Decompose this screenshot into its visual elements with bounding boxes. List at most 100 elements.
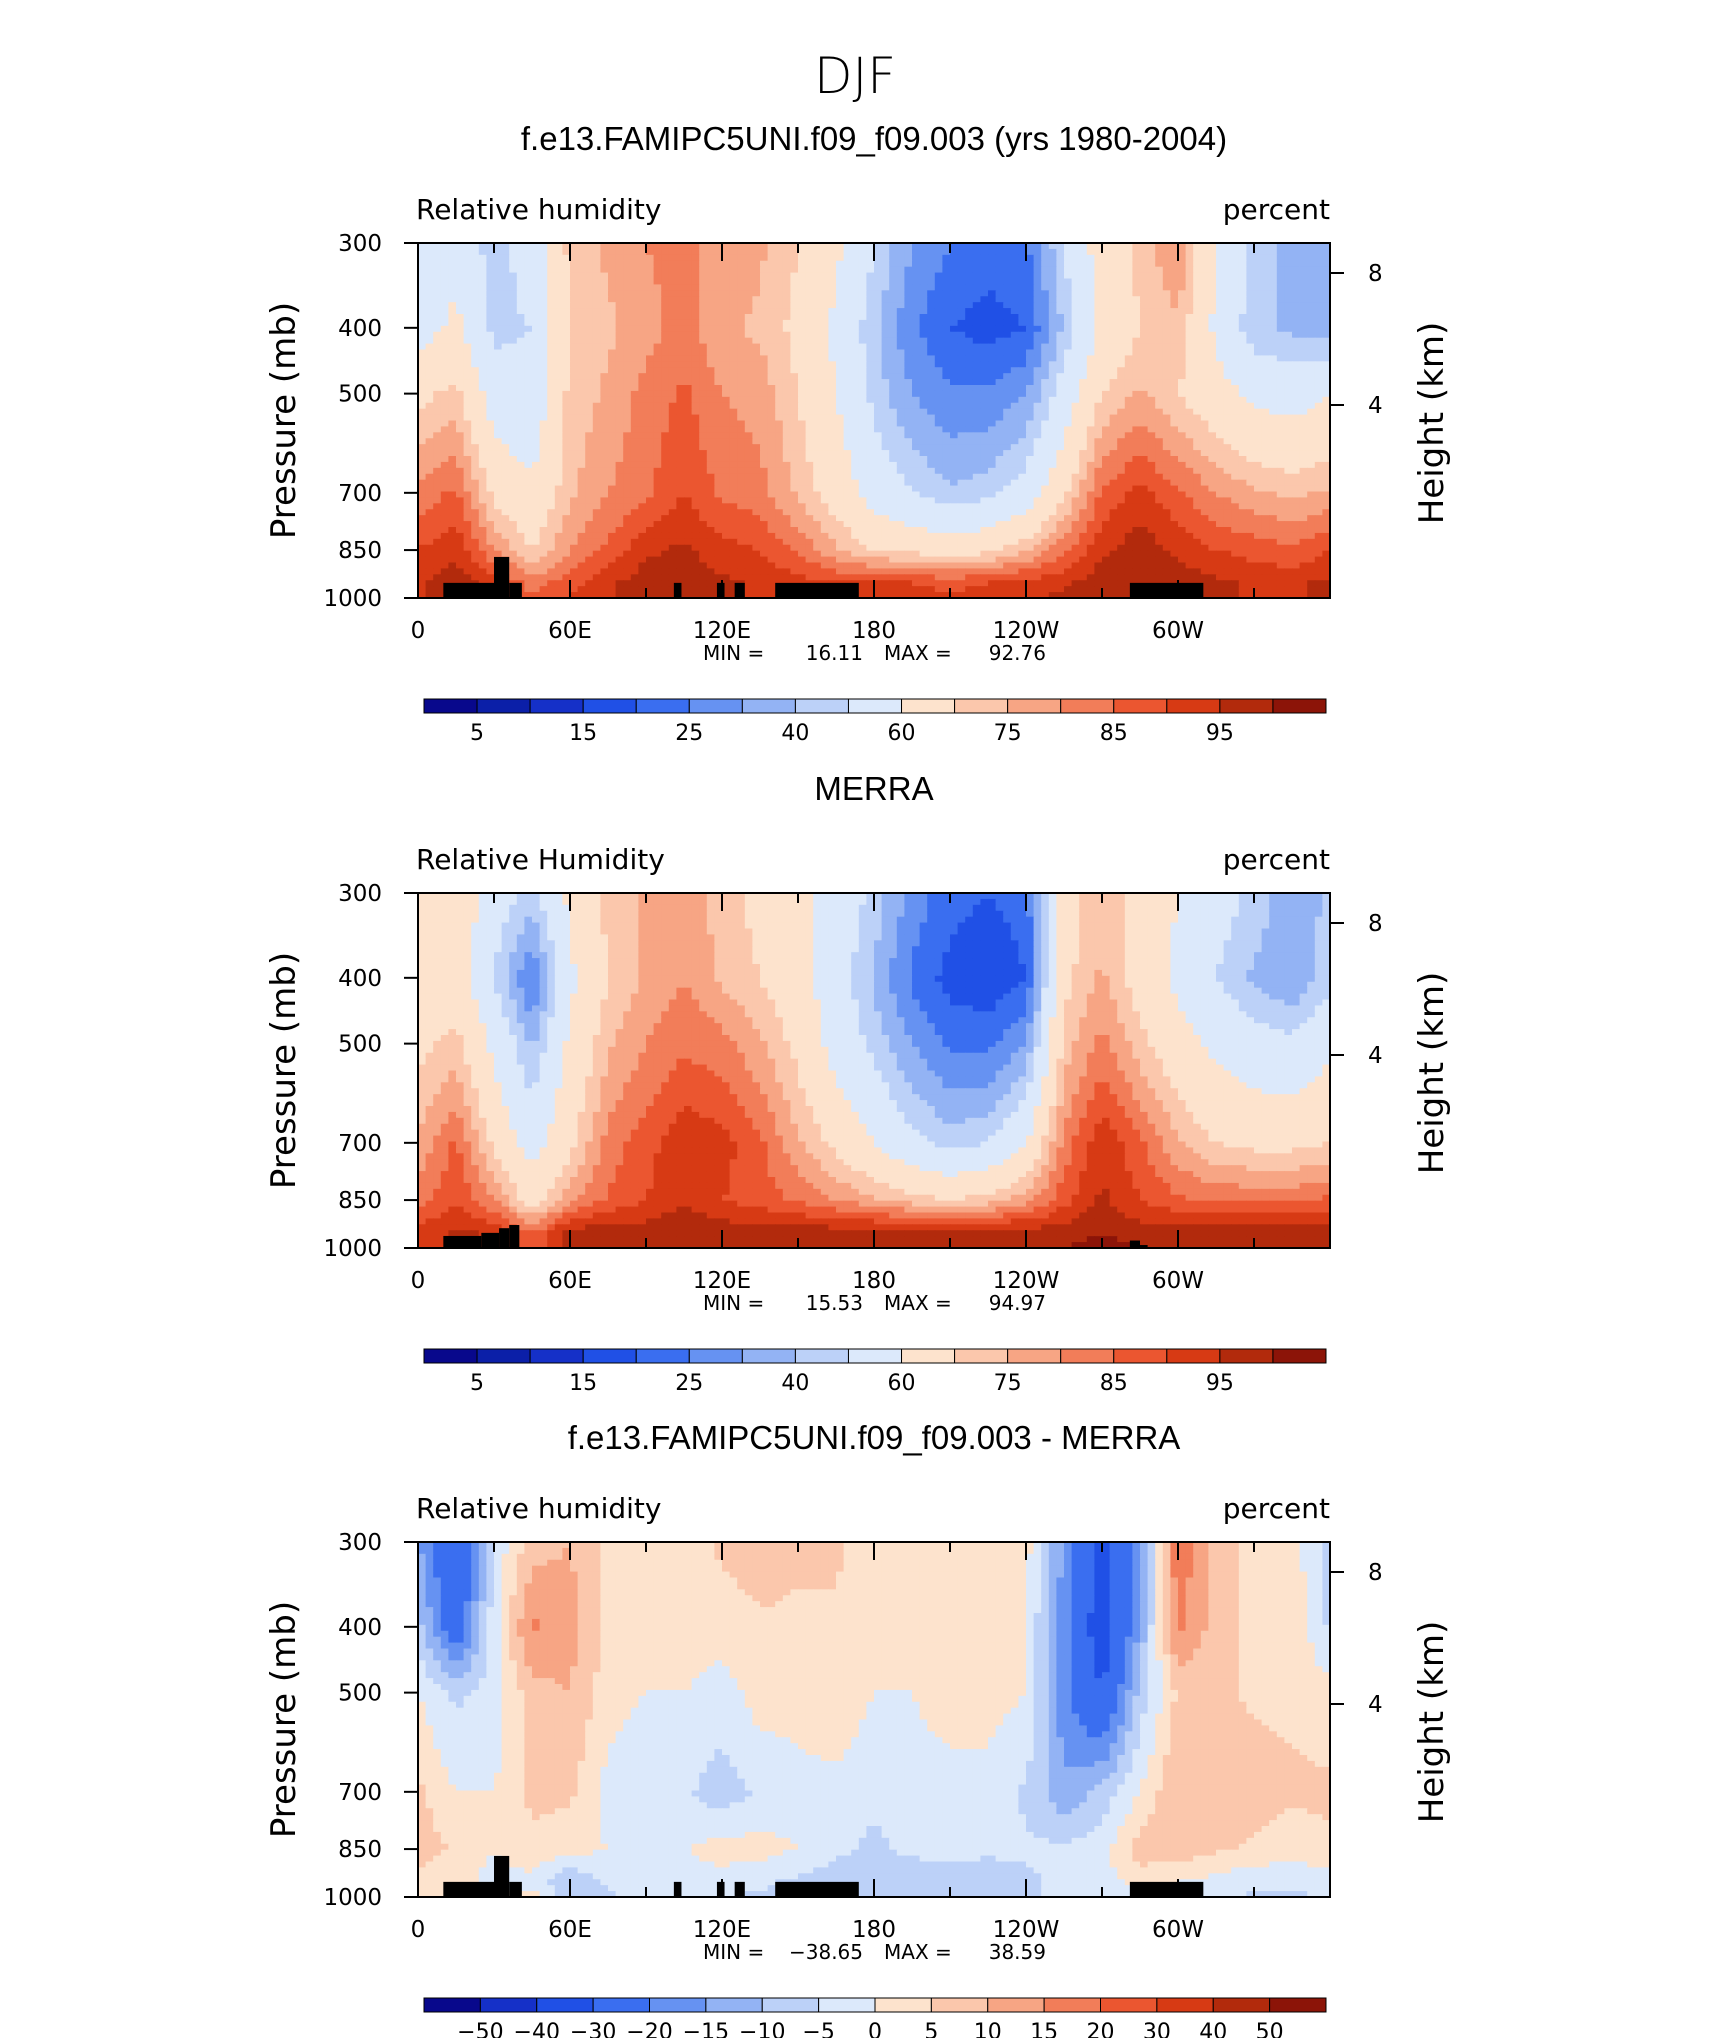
heatmap-cell xyxy=(775,248,784,256)
heatmap-cell xyxy=(1086,331,1095,339)
heatmap-cell xyxy=(874,290,883,297)
heatmap-cell xyxy=(1246,254,1255,262)
heatmap-cell xyxy=(737,444,746,451)
heatmap-cell xyxy=(896,367,905,374)
heatmap-cell xyxy=(433,414,442,422)
heatmap-cell xyxy=(1208,420,1217,428)
heatmap-cell xyxy=(1261,473,1270,481)
heatmap-cell xyxy=(1155,456,1164,463)
heatmap-cell xyxy=(486,467,495,475)
heatmap-cell xyxy=(554,444,563,451)
heatmap-cell xyxy=(456,467,465,475)
heatmap-cell xyxy=(1003,284,1012,291)
heatmap-cell xyxy=(904,485,913,493)
heatmap-cell xyxy=(1276,343,1285,351)
heatmap-cell xyxy=(1026,272,1035,280)
heatmap-cell xyxy=(737,379,746,386)
heatmap-cell xyxy=(1200,278,1209,286)
heatmap-cell xyxy=(486,308,495,315)
heatmap-cell xyxy=(950,278,959,286)
heatmap-cell xyxy=(790,331,799,339)
heatmap-cell xyxy=(1307,426,1316,433)
heatmap-cell xyxy=(790,367,799,374)
heatmap-cell xyxy=(1094,290,1103,297)
heatmap-cell xyxy=(1010,450,1019,457)
heatmap-cell xyxy=(577,373,586,380)
heatmap-cell xyxy=(752,479,761,487)
heatmap-cell xyxy=(592,396,601,404)
heatmap-cell xyxy=(592,426,601,433)
heatmap-cell xyxy=(623,266,632,274)
heatmap-cell xyxy=(1223,314,1232,321)
heatmap-cell xyxy=(676,260,685,268)
heatmap-cell xyxy=(1140,319,1149,327)
heatmap-cell xyxy=(547,444,556,451)
heatmap-cell xyxy=(904,337,913,345)
heatmap-cell xyxy=(1026,414,1035,422)
heatmap-cell xyxy=(600,349,609,357)
heatmap-cell xyxy=(1048,343,1057,351)
heatmap-cell xyxy=(1064,302,1073,309)
heatmap-cell xyxy=(1018,432,1027,439)
heatmap-cell xyxy=(1299,408,1308,416)
heatmap-cell xyxy=(440,302,449,309)
heatmap-cell xyxy=(927,402,936,410)
heatmap-cell xyxy=(1094,248,1103,256)
heatmap-cell xyxy=(1026,349,1035,357)
heatmap-cell xyxy=(425,243,434,250)
heatmap-cell xyxy=(600,390,609,398)
heatmap-cell xyxy=(737,349,746,357)
heatmap-cell xyxy=(820,438,829,445)
heatmap-cell xyxy=(554,485,563,493)
heatmap-cell xyxy=(1193,296,1202,303)
heatmap-cell xyxy=(600,355,609,362)
heatmap-cell xyxy=(1003,390,1012,398)
heatmap-cell xyxy=(934,479,943,487)
heatmap-cell xyxy=(1109,373,1118,380)
heatmap-cell xyxy=(1079,467,1088,475)
heatmap-cell xyxy=(1140,302,1149,309)
heatmap-cell xyxy=(1185,367,1194,374)
heatmap-cell xyxy=(456,361,465,368)
heatmap-cell xyxy=(691,272,700,280)
heatmap-cell xyxy=(1170,467,1179,475)
heatmap-cell xyxy=(425,355,434,362)
heatmap-cell xyxy=(874,456,883,463)
heatmap-cell xyxy=(798,254,807,262)
heatmap-cell xyxy=(600,248,609,256)
heatmap-cell xyxy=(1064,278,1073,286)
heatmap-cell xyxy=(463,373,472,380)
heatmap-cell xyxy=(1140,473,1149,481)
heatmap-cell xyxy=(896,361,905,368)
heatmap-cell xyxy=(1299,402,1308,410)
heatmap-cell xyxy=(646,243,655,250)
heatmap-cell xyxy=(1064,426,1073,433)
heatmap-cell xyxy=(1041,479,1050,487)
heatmap-cell xyxy=(767,243,776,250)
heatmap-cell xyxy=(919,266,928,274)
heatmap-cell xyxy=(706,248,715,256)
heatmap-cell xyxy=(623,390,632,398)
heatmap-cell xyxy=(577,355,586,362)
heatmap-cell xyxy=(699,420,708,428)
heatmap-cell xyxy=(592,390,601,398)
heatmap-cell xyxy=(1208,325,1217,333)
heatmap-cell xyxy=(1071,349,1080,357)
heatmap-cell xyxy=(1299,467,1308,475)
heatmap-cell xyxy=(714,420,723,428)
heatmap-cell xyxy=(1238,296,1247,303)
heatmap-cell xyxy=(927,426,936,433)
heatmap-cell xyxy=(608,337,617,345)
heatmap-cell xyxy=(1102,479,1111,487)
heatmap-cell xyxy=(585,450,594,457)
heatmap-cell xyxy=(813,414,822,422)
heatmap-cell xyxy=(919,438,928,445)
heatmap-cell xyxy=(1094,272,1103,280)
heatmap-cell xyxy=(478,444,487,451)
heatmap-cell xyxy=(1292,278,1301,286)
heatmap-cell xyxy=(1170,349,1179,357)
heatmap-cell xyxy=(1216,361,1225,368)
heatmap-cell xyxy=(539,343,548,351)
heatmap-cell xyxy=(1223,325,1232,333)
heatmap-cell xyxy=(448,361,457,368)
